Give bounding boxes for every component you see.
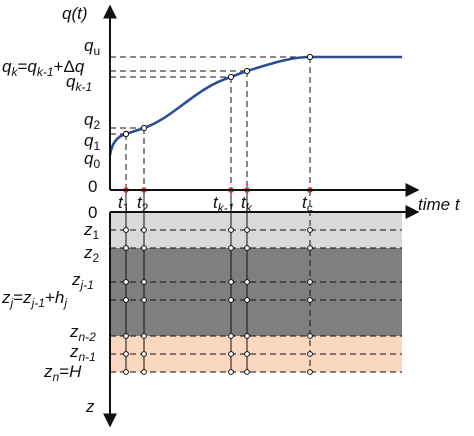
grid-node: [244, 333, 250, 339]
grid-node: [123, 369, 129, 375]
grid-node: [228, 369, 234, 375]
z-axis-title: z: [85, 397, 95, 416]
layer-middle-dark: [110, 248, 402, 336]
curve-points: [122, 53, 314, 138]
grid-node: [244, 245, 250, 251]
grid-node: [307, 245, 313, 251]
label-z1: z1: [83, 220, 100, 242]
label-q-zero: 0: [88, 177, 97, 196]
grid-node: [307, 369, 313, 375]
grid-node: [228, 333, 234, 339]
grid-node: [123, 245, 129, 251]
label-z-zero: 0: [88, 203, 97, 222]
label-q1: q1: [84, 131, 100, 153]
grid-node: [244, 369, 250, 375]
grid-node: [123, 351, 129, 357]
grid-node: [244, 351, 250, 357]
q-axis-title: q(t): [62, 4, 88, 23]
grid-node: [123, 279, 129, 285]
grid-node: [141, 279, 147, 285]
q-guide-lines: [110, 56, 311, 190]
grid-node: [141, 351, 147, 357]
grid-node: [228, 227, 234, 233]
label-zn-1: zn-1: [69, 342, 96, 364]
grid-node: [123, 297, 129, 303]
t-axis-title: time t: [418, 195, 461, 214]
grid-node: [141, 369, 147, 375]
grid-node: [123, 227, 129, 233]
label-tc: tc: [302, 193, 313, 215]
grid-node: [307, 227, 313, 233]
label-q2: q2: [84, 110, 100, 132]
grid-node: [244, 297, 250, 303]
label-qk: qk=qk-1+Δq: [2, 57, 85, 79]
soil-grid-nodes: [123, 227, 313, 375]
grid-node: [307, 279, 313, 285]
label-t2: t2: [137, 193, 149, 215]
consolidation-curve: [108, 55, 402, 156]
grid-node: [244, 279, 250, 285]
label-z2: z2: [83, 243, 100, 265]
label-tk-1: tk-1: [213, 193, 234, 215]
label-q0: q0: [84, 149, 100, 171]
grid-node: [141, 333, 147, 339]
grid-node: [307, 351, 313, 357]
depth-dashed-lines: [110, 229, 402, 373]
label-zj: zj=zj-1+hj: [1, 288, 67, 310]
grid-node: [141, 297, 147, 303]
label-zn: zn=H: [43, 362, 82, 384]
grid-node: [244, 227, 250, 233]
label-tk: tk: [241, 193, 253, 215]
grid-node: [228, 297, 234, 303]
label-qk-1: qk-1: [66, 72, 92, 94]
grid-node: [307, 297, 313, 303]
label-zj-1: zj-1: [71, 270, 94, 292]
grid-node: [228, 279, 234, 285]
grid-node: [307, 333, 313, 339]
grid-node: [141, 227, 147, 233]
grid-node: [123, 333, 129, 339]
label-t1: t1: [118, 193, 130, 215]
label-qu: qu: [84, 36, 100, 58]
label-zn-2: zn-2: [69, 322, 96, 344]
grid-node: [228, 245, 234, 251]
grid-node: [141, 245, 147, 251]
grid-node: [228, 351, 234, 357]
